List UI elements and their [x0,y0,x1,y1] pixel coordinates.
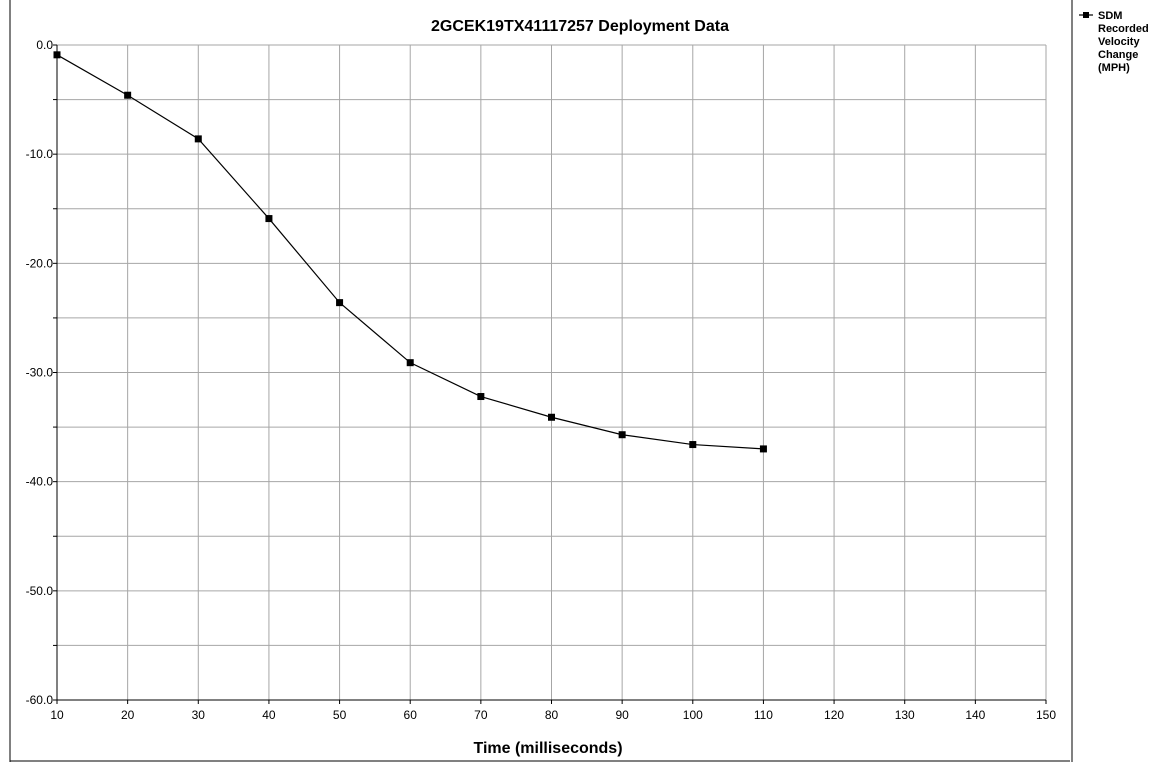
x-tick-label: 30 [192,708,206,722]
x-tick-label: 60 [404,708,418,722]
x-tick-label: 110 [754,708,773,722]
legend-label-line: (MPH) [1098,62,1130,74]
legend-label-line: Velocity [1098,36,1140,48]
x-tick-label: 40 [262,708,276,722]
x-tick-label: 150 [1036,708,1056,722]
x-tick-label: 120 [824,708,844,722]
x-tick-label: 100 [683,708,703,722]
data-point-marker [194,135,202,143]
data-point-marker [689,441,697,449]
y-tick-label: -10.0 [26,147,54,161]
x-tick-label: 140 [965,708,985,722]
y-tick-label: -50.0 [26,584,54,598]
x-tick-label: 80 [545,708,559,722]
legend-marker-icon [1083,12,1089,18]
x-tick-label: 90 [615,708,629,722]
x-tick-label: 50 [333,708,347,722]
y-tick-label: -40.0 [26,475,54,489]
legend-label-line: Change [1098,49,1138,61]
axis-layer: 0.0 -10.0 -20.0 -30.0 -40.0 -50.0 -60.010 20 30 4… [26,38,1057,722]
x-tick-label: 20 [121,708,135,722]
data-point-marker [548,413,555,421]
legend-label-line: Recorded [1098,23,1149,35]
y-tick-label: 0.0 [36,38,53,52]
legend-label-line: SDM [1098,10,1122,22]
data-point-marker [53,51,61,59]
x-tick-label: 70 [474,708,488,722]
y-tick-label: -30.0 [26,366,54,380]
series-layer [53,51,767,453]
data-point-marker [618,431,626,439]
grid-layer [57,44,1047,700]
data-point-marker [265,215,273,223]
x-tick-label: 130 [895,708,915,722]
data-point-marker [336,299,344,307]
y-tick-label: -60.0 [26,693,54,707]
data-point-marker [477,393,485,401]
x-tick-label: 10 [50,708,64,722]
data-point-marker [406,359,414,367]
data-point-marker [124,91,132,99]
y-tick-label: -20.0 [26,256,54,270]
chart-title: 2GCEK19TX41117257 Deployment Data [431,18,729,35]
data-point-marker [759,445,767,453]
x-axis-title: Time (milliseconds) [473,740,622,757]
